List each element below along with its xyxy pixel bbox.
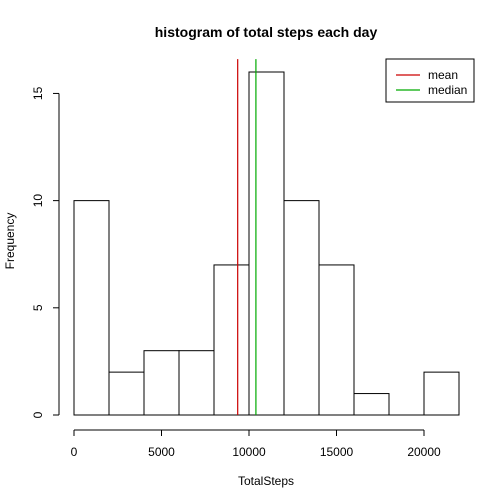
histogram-bar: [248, 71, 285, 416]
histogram-bar: [108, 371, 145, 416]
legend-box: [385, 58, 475, 103]
x-tick-label: 0: [71, 445, 78, 459]
y-tick-label: 0: [31, 411, 45, 418]
histogram-bar: [283, 200, 320, 416]
reference-lines: [237, 59, 257, 415]
x-axis-label: TotalSteps: [238, 474, 294, 488]
y-axis-label: Frequency: [3, 213, 17, 270]
x-axis: 0 5000 10000 15000 20000: [71, 429, 441, 459]
x-tick-label: 5000: [148, 445, 175, 459]
y-axis: 0 5 10 15: [31, 86, 60, 418]
bars-group: [73, 71, 460, 416]
histogram-bar: [143, 350, 180, 416]
legend-label-median: median: [428, 83, 467, 97]
histogram-bar: [423, 371, 460, 416]
x-tick-label: 20000: [407, 445, 441, 459]
chart-title: histogram of total steps each day: [155, 24, 378, 40]
histogram-bar: [353, 393, 390, 416]
histogram-bar: [213, 264, 250, 416]
x-tick-label: 15000: [320, 445, 354, 459]
y-tick-label: 5: [31, 304, 45, 311]
histogram-bar: [178, 350, 215, 416]
legend-label-mean: mean: [428, 68, 458, 82]
y-tick-label: 15: [31, 86, 45, 100]
histogram-bar: [318, 264, 355, 416]
y-tick-label: 10: [31, 194, 45, 208]
x-tick-label: 10000: [232, 445, 266, 459]
histogram-bar: [73, 200, 110, 416]
